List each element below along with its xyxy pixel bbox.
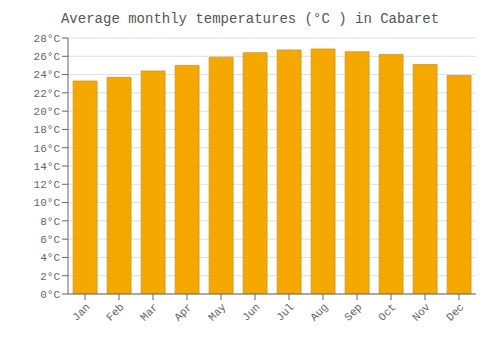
html-text:Average monthly temperatures (: Average monthly temperatures (°C ) in Ca… (61, 11, 439, 27)
svg-text:24°C: 24°C (34, 69, 61, 81)
svg-text:14°C: 14°C (34, 161, 61, 173)
svg-text:8°C: 8°C (40, 216, 60, 228)
svg-text:28°C: 28°C (34, 33, 61, 45)
svg-text:16°C: 16°C (34, 143, 61, 155)
svg-text:Nov: Nov (410, 301, 433, 324)
svg-text:0°C: 0°C (40, 289, 60, 301)
svg-text:Aug: Aug (308, 301, 330, 323)
svg-text:6°C: 6°C (40, 234, 60, 246)
svg-text:May: May (206, 301, 229, 324)
svg-text:4°C: 4°C (40, 252, 60, 264)
svg-text:Oct: Oct (376, 301, 398, 323)
svg-text:22°C: 22°C (34, 88, 61, 100)
svg-text:Mar: Mar (138, 301, 160, 323)
svg-text:26°C: 26°C (34, 51, 61, 63)
svg-text:Dec: Dec (444, 301, 466, 323)
svg-text:Feb: Feb (104, 301, 126, 323)
svg-text:18°C: 18°C (34, 124, 61, 136)
svg-text:Jun: Jun (240, 301, 262, 323)
svg-text:10°C: 10°C (34, 197, 61, 209)
svg-text:2°C: 2°C (40, 271, 60, 283)
svg-text:Jan: Jan (70, 301, 92, 323)
svg-text:Apr: Apr (172, 301, 194, 323)
svg-text:12°C: 12°C (34, 179, 61, 191)
svg-text:20°C: 20°C (34, 106, 61, 118)
svg-text:Sep: Sep (342, 301, 364, 323)
svg-text:Jul: Jul (274, 301, 296, 323)
